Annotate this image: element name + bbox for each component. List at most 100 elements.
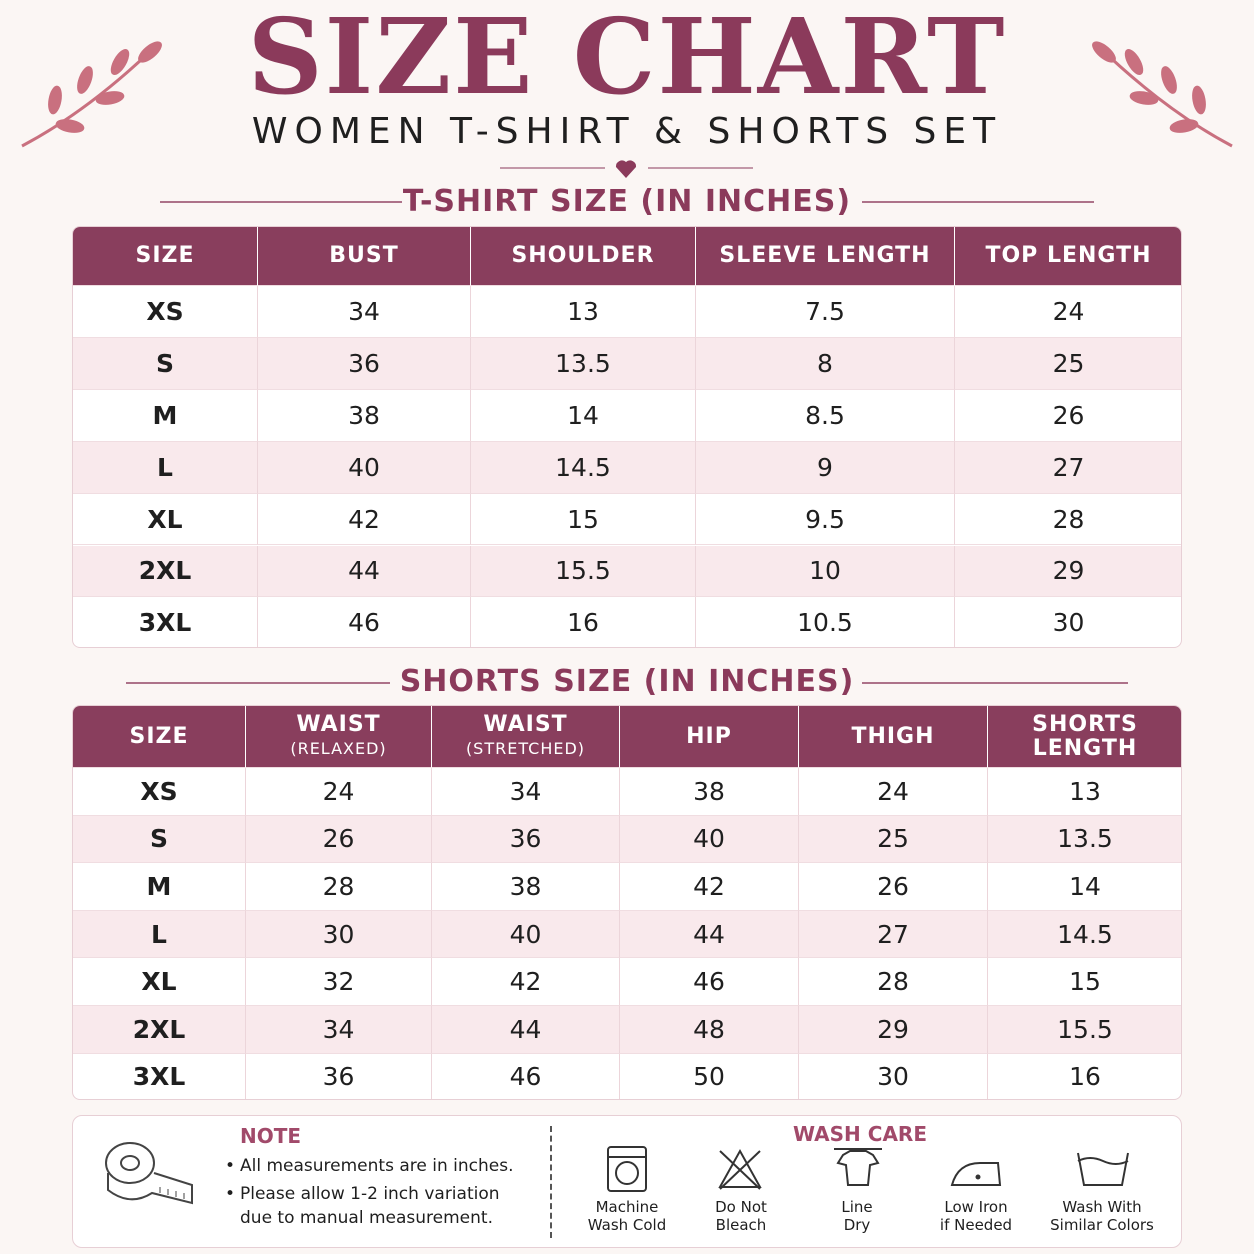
table-cell: 38	[620, 768, 799, 816]
wash-label-line: if Needed	[939, 1216, 1013, 1234]
table-cell: 32	[246, 958, 432, 1006]
rule	[862, 201, 1094, 203]
header-sub: (RELAXED)	[290, 738, 387, 758]
table-cell: 15.5	[988, 1006, 1181, 1054]
icon-no-bleach	[718, 1148, 762, 1190]
header-cell: HIP	[620, 706, 799, 768]
table-cell: XS	[73, 768, 246, 816]
shorts-table: SIZE WAIST (RELAXED) WAIST (STRETCHED) HIP THI…	[72, 705, 1182, 1100]
header-cell: SHOULDER	[471, 227, 696, 286]
rule	[126, 682, 390, 684]
note-text: Please allow 1-2 inch variation due to m…	[240, 1184, 500, 1228]
subtitle: WOMEN T-SHIRT & SHORTS SET	[251, 111, 1003, 152]
table-cell: 40	[620, 815, 799, 864]
table-cell: 15	[471, 493, 696, 546]
wash-label: Do Not Bleach	[676, 1198, 806, 1234]
wash-icons	[607, 1146, 1129, 1192]
table-cell: 13	[471, 286, 696, 338]
icon-line-dry	[834, 1148, 882, 1186]
divider	[550, 1126, 552, 1238]
table-cell: 10.5	[696, 597, 955, 647]
header-cell: WAIST (STRETCHED)	[432, 706, 620, 768]
note-list: • All measurements are in inches. • Please …	[220, 1154, 530, 1234]
table-cell: 36	[432, 815, 620, 864]
table-cell: 13.5	[471, 337, 696, 390]
section-title: SHORTS SIZE (IN INCHES)	[399, 664, 855, 699]
wash-label-line: Similar Colors	[1050, 1216, 1154, 1234]
table-cell: 7.5	[696, 286, 955, 338]
header-cell: SIZE	[73, 706, 246, 768]
table-cell: 14.5	[471, 441, 696, 494]
table-cell: 28	[246, 863, 432, 911]
table-cell: 30	[955, 597, 1181, 647]
wash-label-line: Do Not	[715, 1198, 767, 1216]
table-cell: 29	[955, 545, 1181, 598]
table-cell: 27	[799, 910, 988, 959]
table-cell: 14	[471, 389, 696, 442]
table-cell: XL	[73, 493, 258, 546]
info-panel	[72, 1115, 1182, 1248]
icon-wash-similar	[1077, 1152, 1129, 1186]
header-cell: SIZE	[73, 227, 258, 286]
table-cell: 10	[696, 545, 955, 598]
header-label: THIGH	[851, 723, 935, 749]
header-cell: WAIST (RELAXED)	[246, 706, 432, 768]
table-cell: 14.5	[988, 910, 1181, 959]
table-cell: 36	[258, 337, 471, 390]
table-cell: 9.5	[696, 493, 955, 546]
table-cell: 30	[246, 910, 432, 959]
decoration	[21, 41, 1233, 178]
title: SIZE CHART	[247, 0, 1007, 118]
table-cell: 50	[620, 1053, 799, 1099]
wash-label: Machine Wash Cold	[562, 1198, 692, 1234]
table-cell: 9	[696, 441, 955, 494]
table-cell: 44	[258, 545, 471, 598]
table-cell: XS	[73, 286, 258, 338]
note-text: All measurements are in inches.	[240, 1156, 514, 1176]
table-cell: 46	[258, 597, 471, 647]
header-cell: SHORTS LENGTH	[988, 706, 1181, 768]
table-cell: 16	[471, 597, 696, 647]
tape-icon	[105, 1142, 193, 1205]
table-cell: 15	[988, 958, 1181, 1006]
table-cell: 25	[799, 815, 988, 864]
table-cell: L	[73, 441, 258, 494]
table-cell: 48	[620, 1006, 799, 1054]
heart	[615, 160, 637, 178]
wash-title: WASH CARE	[793, 1122, 927, 1146]
wash-label: Wash With Similar Colors	[1037, 1198, 1167, 1234]
header-label: SLEEVE LENGTH	[719, 243, 931, 268]
table-cell: 42	[432, 958, 620, 1006]
table-cell: 27	[955, 441, 1181, 494]
header-label: SHORTS LENGTH	[1032, 711, 1138, 761]
bullet: •	[224, 1184, 236, 1204]
table-cell: 42	[258, 493, 471, 546]
header-cell: SLEEVE LENGTH	[696, 227, 955, 286]
table-cell: 34	[432, 768, 620, 816]
table-cell: 14	[988, 863, 1181, 911]
header-label: SIZE	[135, 243, 195, 268]
header-label: HIP	[686, 723, 732, 749]
table-cell: 8.5	[696, 389, 955, 442]
table-cell: 34	[246, 1006, 432, 1054]
table-cell: 24	[246, 768, 432, 816]
note-item: • Please allow 1-2 inch variation due to …	[220, 1182, 530, 1230]
header-sub: (STRETCHED)	[465, 738, 586, 758]
rule	[160, 201, 402, 203]
table-cell: 28	[955, 494, 1181, 546]
table-cell: 8	[696, 337, 955, 390]
header-label: SHOULDER	[511, 243, 655, 268]
table-cell: 24	[799, 768, 988, 816]
table-cell: 42	[620, 863, 799, 911]
leaves-left	[21, 41, 162, 148]
header-label: SIZE	[129, 723, 189, 749]
header-cell: TOP LENGTH	[955, 227, 1181, 286]
table-cell: 2XL	[73, 545, 258, 598]
table-cell: 2XL	[73, 1006, 246, 1054]
leaves-right	[1092, 41, 1233, 148]
table-cell: 30	[799, 1053, 988, 1099]
table-cell: 15.5	[471, 545, 696, 598]
wash-label-line: Wash Cold	[587, 1216, 667, 1234]
wash-label: Low Iron if Needed	[911, 1198, 1041, 1234]
